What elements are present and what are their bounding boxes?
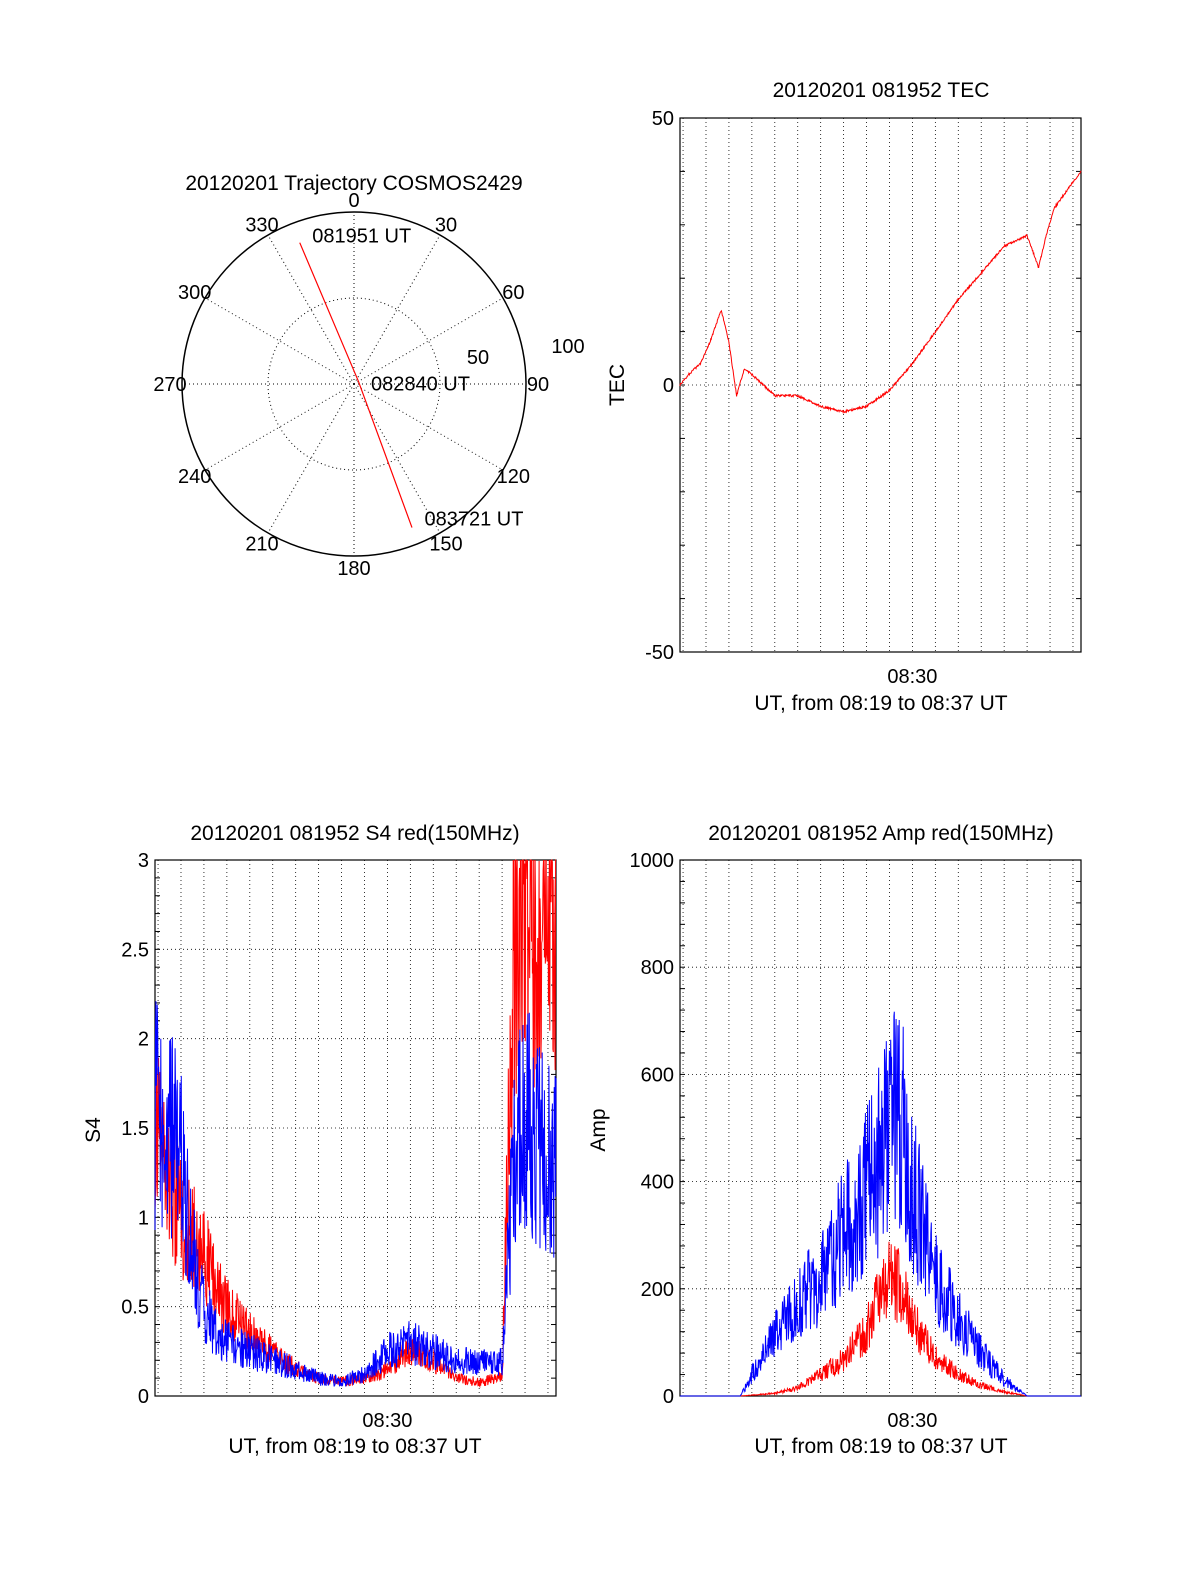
polar-spoke [204, 297, 355, 385]
y-tick-label: 0 [138, 1386, 149, 1408]
polar-azimuth-label: 30 [435, 215, 457, 237]
y-tick-label: 400 [641, 1172, 674, 1194]
s4-series-line-1 [154, 1001, 557, 1387]
y-tick-label: 0 [663, 1386, 674, 1408]
polar-radius-label: 100 [551, 336, 584, 358]
tec-title: 20120201 081952 TEC [773, 79, 990, 102]
polar-azimuth-label: 120 [497, 466, 530, 488]
polar-azimuth-label: 60 [502, 282, 524, 304]
tec-plot: 20120201 081952 TEC UT, from 08:19 to 08… [606, 79, 1082, 715]
polar-azimuth-label: 90 [527, 374, 549, 396]
polar-azimuth-label: 150 [429, 533, 462, 555]
s4-series [154, 859, 557, 1389]
s4-xlabel: UT, from 08:19 to 08:37 UT [228, 1435, 481, 1458]
tec-series [679, 170, 1082, 415]
s4-axes: 0 0.5 1 1.5 2 2.5 3 08:30 [121, 850, 557, 1432]
y-tick-label: 3 [138, 850, 149, 872]
x-tick-label: 08:30 [887, 666, 937, 688]
y-tick-label: 0.5 [121, 1297, 149, 1319]
amp-series-line-1 [680, 1011, 1081, 1397]
polar-outer-circle [181, 211, 527, 557]
tec-xlabel: UT, from 08:19 to 08:37 UT [754, 692, 1007, 715]
polar-azimuth-label: 0 [348, 190, 359, 212]
y-tick-label: 800 [641, 957, 674, 979]
polar-spoke [267, 234, 355, 385]
s4-plot: 20120201 081952 S4 red(150MHz) UT, from … [82, 822, 557, 1458]
y-tick-label: 1000 [630, 850, 675, 872]
amp-ylabel: Amp [587, 1108, 610, 1151]
x-tick-label: 08:30 [887, 1410, 937, 1432]
polar-azimuth-label: 240 [178, 466, 211, 488]
amp-series-line-0 [680, 1241, 1081, 1397]
polar-spoke [353, 383, 504, 471]
y-tick-label: 600 [641, 1064, 674, 1086]
polar-spoke [204, 383, 355, 471]
tec-series-line-0 [679, 170, 1082, 415]
polar-azimuth-label: 300 [178, 282, 211, 304]
polar-azimuth-labels: 0 30 60 90 120 150 180 210 240 270 300 330 50 100 [153, 190, 584, 580]
trajectory-time-label: 082840 UT [371, 373, 470, 395]
trajectory-time-label: 081951 UT [312, 226, 411, 248]
polar-azimuth-label: 210 [245, 533, 278, 555]
polar-trajectory: 081951 UT 082840 UT 083721 UT [299, 226, 524, 531]
y-tick-label: 1.5 [121, 1118, 149, 1140]
s4-series-line-0 [154, 859, 557, 1389]
amp-series [680, 1011, 1081, 1397]
y-tick-label: 2 [138, 1029, 149, 1051]
plot-frame [679, 859, 1082, 1397]
polar-radius-label: 50 [467, 347, 489, 369]
polar-azimuth-label: 330 [245, 215, 278, 237]
polar-inner-circle [267, 297, 441, 471]
polar-spoke [267, 383, 355, 534]
polar-spoke [353, 234, 441, 385]
y-tick-label: -50 [645, 642, 674, 664]
tec-ylabel: TEC [606, 364, 629, 406]
tec-axes: -50 0 50 08:30 [645, 108, 1082, 688]
s4-ylabel: S4 [82, 1117, 105, 1143]
y-tick-label: 0 [663, 375, 674, 397]
s4-title: 20120201 081952 S4 red(150MHz) [190, 822, 519, 845]
polar-title: 20120201 Trajectory COSMOS2429 [185, 172, 522, 195]
trajectory-line [299, 242, 413, 528]
polar-azimuth-label: 270 [153, 374, 186, 396]
polar-grid [181, 211, 527, 557]
y-tick-label: 2.5 [121, 939, 149, 961]
y-tick-label: 50 [652, 108, 674, 130]
y-tick-label: 200 [641, 1279, 674, 1301]
polar-trajectory-plot: 20120201 Trajectory COSMOS2429 0 30 60 90 12… [153, 172, 584, 580]
trajectory-time-label: 083721 UT [425, 509, 524, 531]
x-tick-label: 08:30 [362, 1410, 412, 1432]
polar-azimuth-label: 180 [337, 558, 370, 580]
amp-title: 20120201 081952 Amp red(150MHz) [708, 822, 1054, 845]
amp-plot: 20120201 081952 Amp red(150MHz) UT, from… [587, 822, 1082, 1458]
polar-spoke [353, 297, 504, 385]
y-tick-label: 1 [138, 1207, 149, 1229]
amp-xlabel: UT, from 08:19 to 08:37 UT [754, 1435, 1007, 1458]
